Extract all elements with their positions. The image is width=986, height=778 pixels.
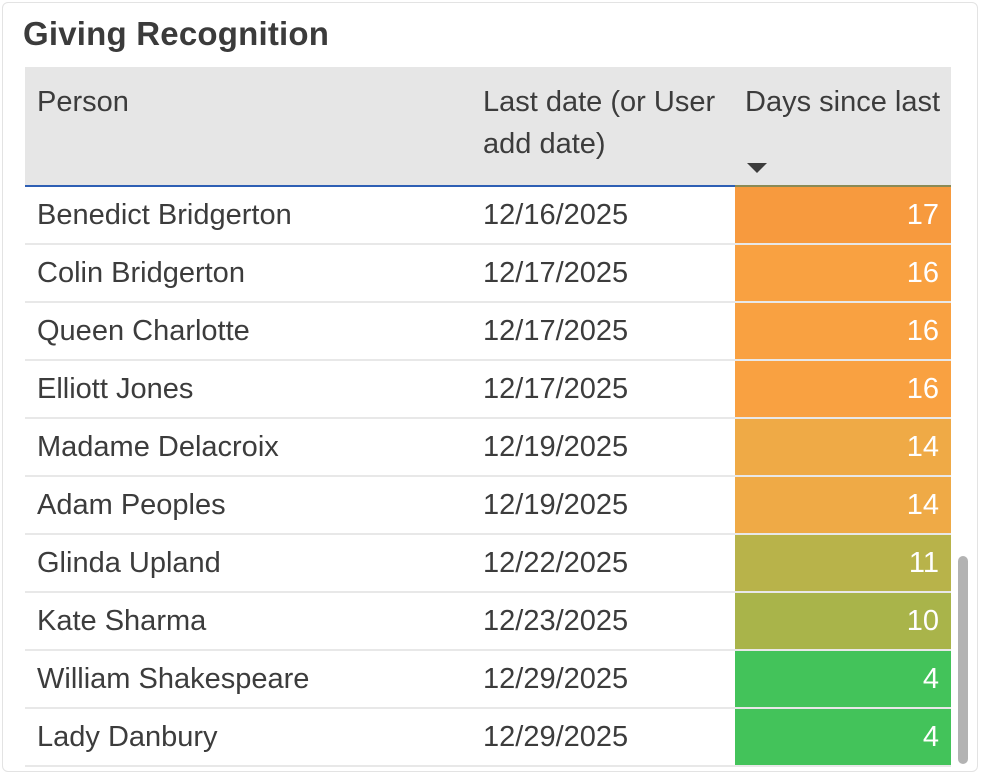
table-row[interactable]: Lady Danbury 12/29/2025 4 [25,709,951,767]
recognition-table: Person Last date (or User add date) Days… [25,67,951,767]
table-header: Person Last date (or User add date) Days… [25,67,951,187]
table-row[interactable]: Madame Delacroix 12/19/2025 14 [25,419,951,477]
table-row[interactable]: William Shakespeare 12/29/2025 4 [25,651,951,709]
table-row[interactable]: Queen Charlotte 12/17/2025 16 [25,303,951,361]
cell-person: Kate Sharma [37,604,207,637]
table-row[interactable]: Benedict Bridgerton 12/16/2025 17 [25,187,951,245]
cell-last-date: 12/23/2025 [483,604,629,637]
cell-days-since-last: 14 [735,419,951,475]
cell-person: Elliott Jones [37,372,194,405]
cell-last-date: 12/29/2025 [483,720,629,753]
vertical-scrollbar[interactable] [958,556,968,764]
cell-last-date: 12/17/2025 [483,256,629,289]
column-header-days-since-last[interactable]: Days since last [745,86,941,118]
cell-person: Adam Peoples [37,488,226,521]
cell-person: Colin Bridgerton [37,256,245,289]
cell-days-since-last: 16 [735,361,951,417]
cell-days-since-last: 10 [735,593,951,649]
cell-person: Benedict Bridgerton [37,198,292,231]
cell-person: Glinda Upland [37,546,221,579]
column-header-person[interactable]: Person [37,86,129,118]
table-row[interactable]: Kate Sharma 12/23/2025 10 [25,593,951,651]
cell-days-since-last: 4 [735,709,951,765]
cell-days-since-last: 14 [735,477,951,533]
giving-recognition-card: Giving Recognition Person Last date (or … [2,2,978,772]
cell-days-since-last: 4 [735,651,951,707]
table-row[interactable]: Glinda Upland 12/22/2025 11 [25,535,951,593]
table-row[interactable]: Adam Peoples 12/19/2025 14 [25,477,951,535]
cell-person: Madame Delacroix [37,430,279,463]
cell-days-since-last: 11 [735,535,951,591]
table-body: Benedict Bridgerton 12/16/2025 17 Colin Bri… [25,185,951,767]
cell-person: William Shakespeare [37,662,310,695]
table-row[interactable]: Elliott Jones 12/17/2025 16 [25,361,951,419]
cell-last-date: 12/16/2025 [483,198,629,231]
card-title: Giving Recognition [23,15,330,52]
cell-days-since-last: 16 [735,245,951,301]
cell-last-date: 12/22/2025 [483,546,629,579]
cell-last-date: 12/17/2025 [483,372,629,405]
cell-days-since-last: 16 [735,303,951,359]
cell-last-date: 12/17/2025 [483,314,629,347]
cell-last-date: 12/29/2025 [483,662,629,695]
sort-descending-icon[interactable] [747,163,767,173]
cell-last-date: 12/19/2025 [483,488,629,521]
cell-last-date: 12/19/2025 [483,430,629,463]
cell-person: Queen Charlotte [37,314,250,347]
column-header-last-date[interactable]: Last date (or User add date) [483,86,716,160]
cell-days-since-last: 17 [735,187,951,243]
table-row[interactable]: Colin Bridgerton 12/17/2025 16 [25,245,951,303]
cell-person: Lady Danbury [37,720,218,753]
